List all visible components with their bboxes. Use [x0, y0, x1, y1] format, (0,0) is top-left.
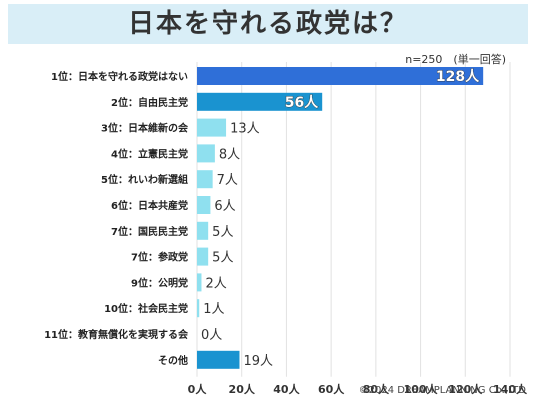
- category-label: 7位：国民民主党: [111, 225, 188, 238]
- data-label: 1人: [203, 302, 224, 317]
- data-label: 6人: [214, 199, 235, 214]
- page-title: 日本を守れる政党は？: [127, 9, 408, 39]
- x-tick-label: 40人: [273, 382, 300, 396]
- category-label: その他: [158, 354, 188, 367]
- x-tick-label: 100人: [404, 382, 439, 396]
- x-tick-label: 60人: [318, 382, 345, 396]
- bar: [197, 247, 209, 266]
- copyright-notice: ©2024 DREAMPLANNING Co.,LTD: [358, 385, 526, 396]
- x-tick-label: 0人: [188, 382, 208, 396]
- title-band: 日本を守れる政党は？: [8, 4, 528, 44]
- category-label: 3位：日本維新の会: [101, 122, 188, 135]
- data-label: 7人: [217, 173, 238, 188]
- x-tick-label: 20人: [229, 382, 256, 396]
- category-label: 7位：参政党: [131, 251, 188, 264]
- data-label: 2人: [205, 276, 226, 291]
- bar: [197, 67, 484, 85]
- category-label: 10位：社会民主党: [104, 302, 188, 315]
- bar: [197, 92, 323, 111]
- data-label: 128人: [436, 68, 480, 85]
- bar: [197, 273, 202, 292]
- category-label: 5位：れいわ新選組: [101, 173, 188, 186]
- data-label: 56人: [285, 94, 319, 111]
- data-label: 5人: [212, 251, 233, 266]
- category-label: 1位：日本を守れる政党はない: [51, 70, 188, 83]
- x-tick-label: 80人: [363, 382, 390, 396]
- data-label: 19人: [243, 354, 273, 369]
- data-label: 5人: [212, 225, 233, 240]
- category-label: 9位：公明党: [131, 276, 188, 289]
- category-label: 6位：日本共産党: [111, 199, 188, 212]
- data-label: 13人: [230, 122, 260, 137]
- x-tick-label: 120人: [448, 382, 483, 396]
- data-label: 8人: [219, 147, 240, 162]
- sample-note: n=250 (単一回答): [405, 53, 506, 66]
- category-label: 2位：自由民主党: [111, 96, 188, 109]
- data-label: 0人: [201, 328, 222, 343]
- category-label: 4位：立憲民主党: [111, 147, 188, 160]
- bar: [197, 144, 215, 163]
- bar: [197, 118, 227, 137]
- bar: [197, 299, 200, 318]
- bar: [197, 221, 209, 240]
- bar: [197, 196, 211, 214]
- x-tick-label: 140人: [493, 382, 528, 396]
- bar: [197, 350, 240, 369]
- bar: [197, 170, 213, 189]
- category-label: 11位：教育無償化を実現する会: [44, 328, 188, 341]
